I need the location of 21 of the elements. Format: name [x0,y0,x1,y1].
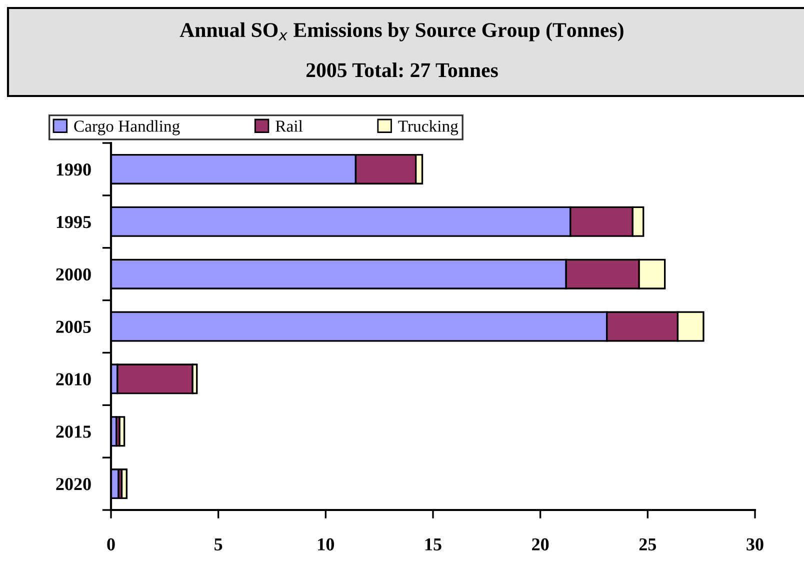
bar [120,468,128,500]
x-tick-label: 30 [746,538,764,550]
y-tick-label: 2000 [56,268,91,281]
y-tick-label: 1995 [56,216,91,228]
y-tick-label: 1990 [56,163,91,176]
x-tick-label: 25 [639,538,656,550]
x-tick-label: 5 [214,538,222,550]
y-tick-label: 2020 [56,478,91,490]
y-tick-label: 2005 [56,320,91,333]
bar [118,416,126,447]
x-tick-label: 10 [318,538,334,550]
legend-label: Trucking [398,120,458,136]
legend-label: Rail [276,120,303,132]
y-tick-label: 2015 [56,426,91,438]
chart-title: Annual SO$_{x}$ Emissions by Source Group (Tonnes) [180,22,624,42]
y-tick-label: 2010 [56,373,91,386]
x-tick-label: 20 [532,538,549,550]
x-tick-label: 0 [107,538,115,550]
x-tick-label: 15 [425,538,442,550]
chart-subtitle: 2005 Total: 27 Tonnes [306,62,498,78]
legend-label: Cargo Handling [74,120,180,136]
